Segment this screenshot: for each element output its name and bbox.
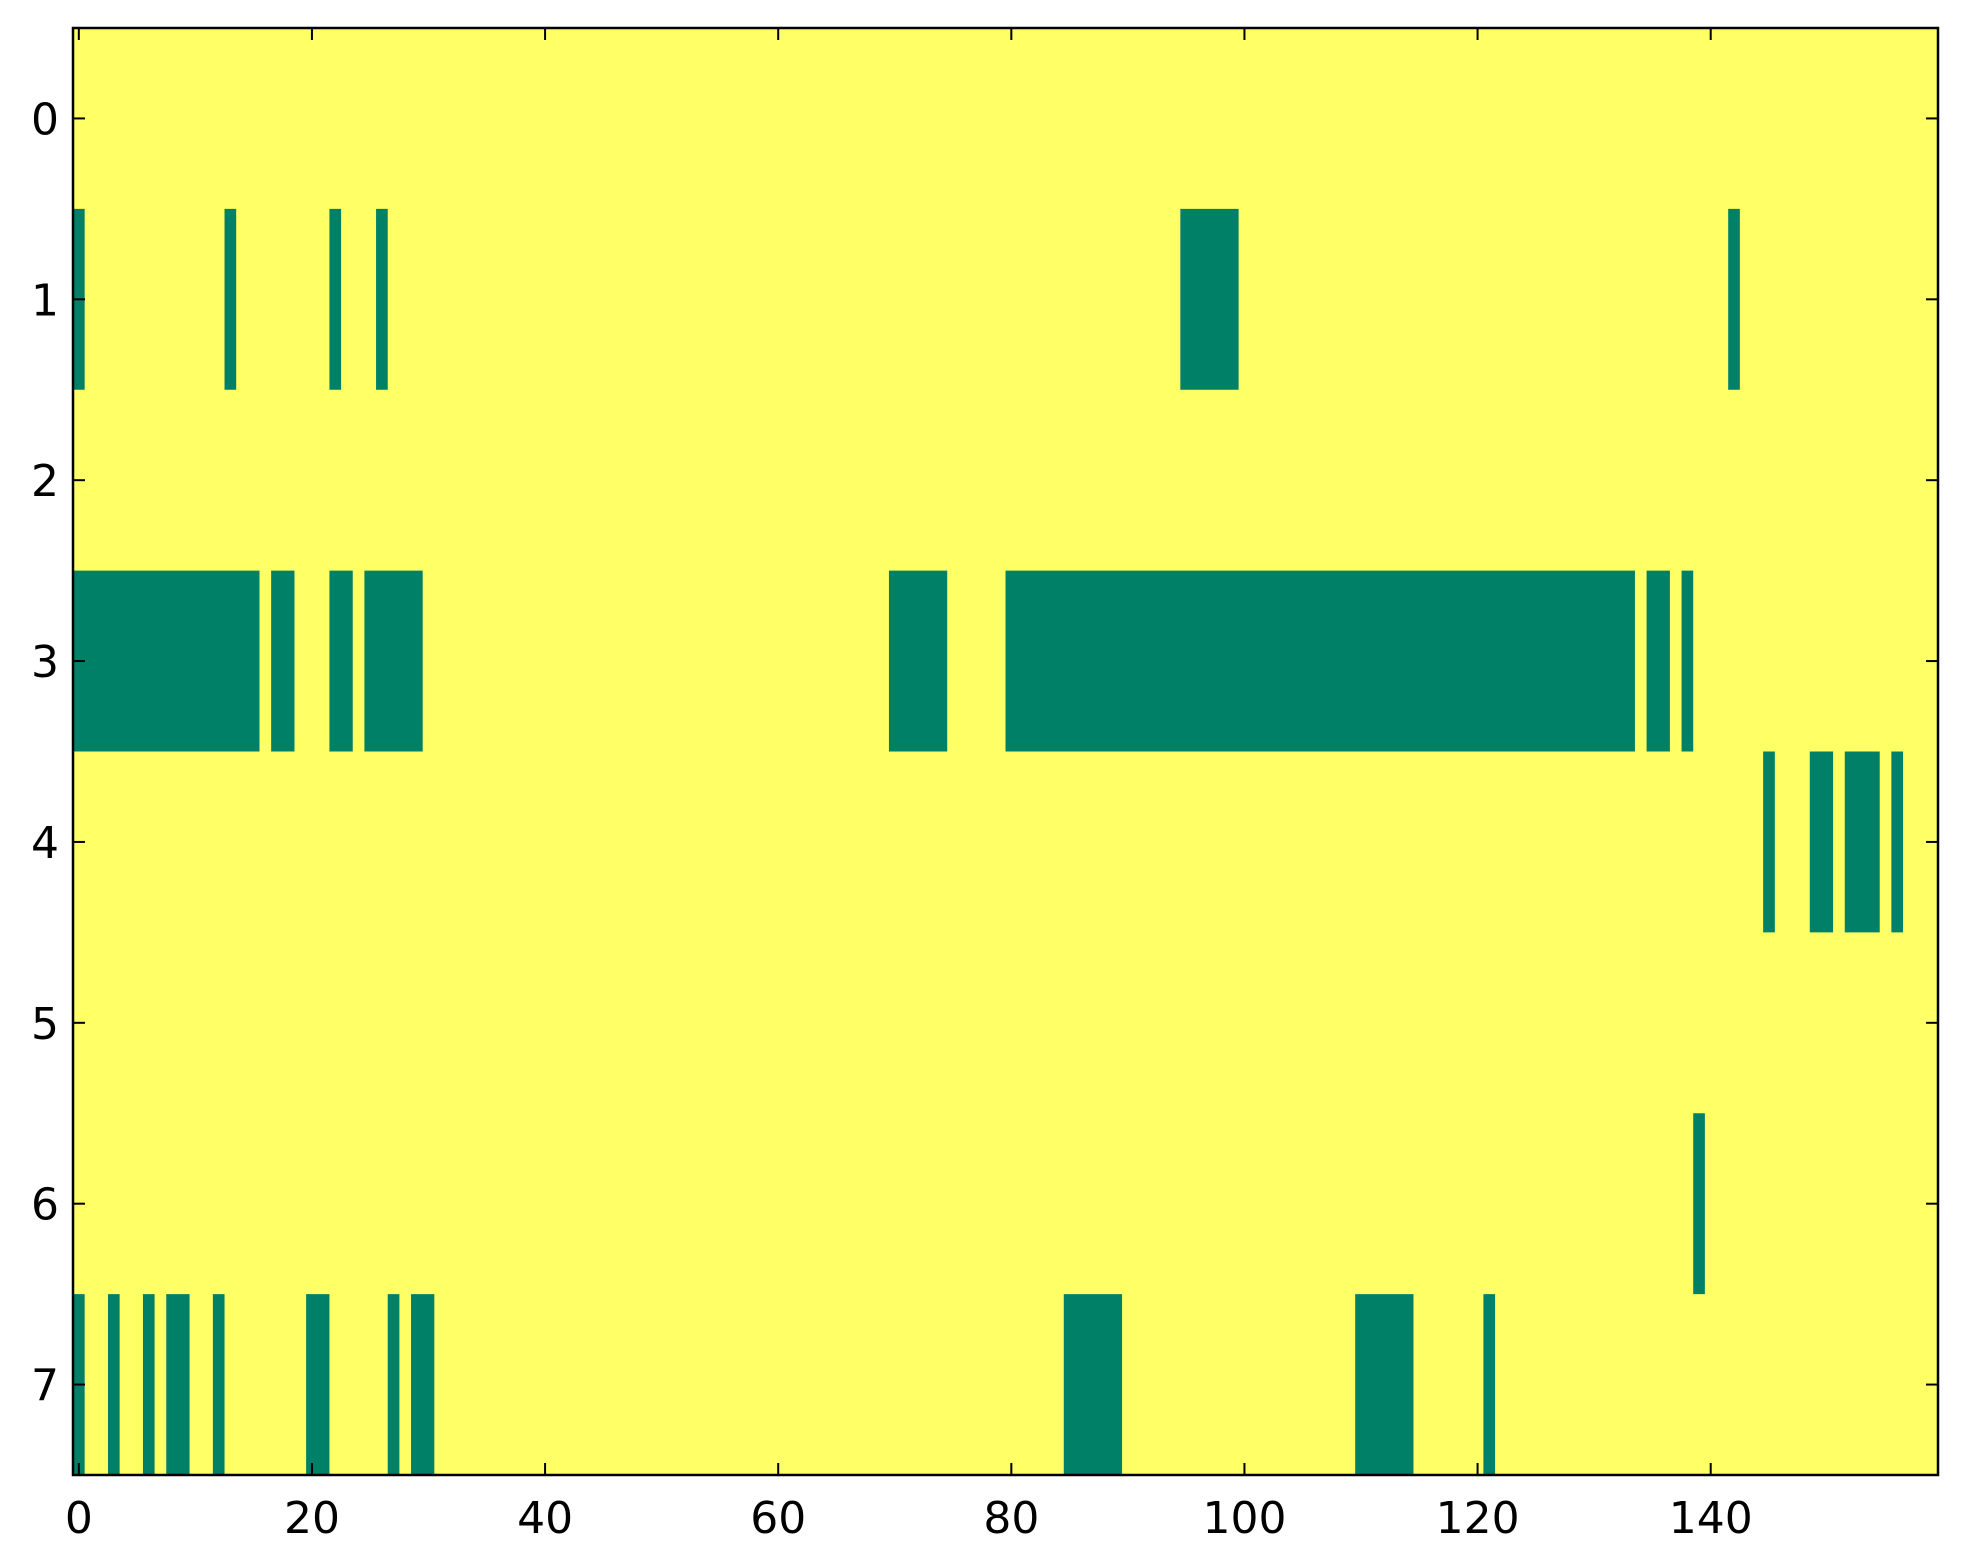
heatmap-cell-run [1005, 570, 1635, 752]
x-tick-label: 60 [750, 1493, 806, 1544]
heatmap-cell-run [1063, 1294, 1123, 1476]
heatmap-cell-run [212, 1294, 225, 1476]
heatmap-cell-run [271, 570, 295, 752]
heatmap-cell-run [411, 1294, 435, 1476]
heatmap-cell-run [364, 570, 423, 752]
x-tick-label: 140 [1669, 1493, 1753, 1544]
y-tick-label: 0 [31, 94, 59, 145]
y-tick-label: 6 [31, 1180, 59, 1231]
y-tick-label: 2 [31, 456, 59, 507]
heatmap-cell-run [1763, 751, 1775, 933]
y-axis-tick-labels: 0 1 2 3 4 5 6 7 [31, 94, 59, 1411]
x-tick-label: 40 [517, 1493, 573, 1544]
heatmap-cell-run [1728, 208, 1740, 390]
heatmap-cell-run [888, 570, 948, 752]
heatmap-cell-run [1844, 751, 1880, 933]
x-tick-label: 120 [1436, 1493, 1520, 1544]
heatmap-cell-run [329, 570, 353, 752]
heatmap-cell-run [329, 208, 342, 390]
heatmap-cell-run [142, 1294, 155, 1476]
heatmap-cell-run [1483, 1294, 1496, 1476]
y-tick-label: 5 [31, 999, 59, 1050]
y-tick-label: 3 [31, 637, 59, 688]
heatmap-cell-run [376, 208, 388, 390]
heatmap-cell-run [1646, 570, 1670, 752]
heatmap-cell-run [1693, 1113, 1705, 1295]
heatmap-cell-run [166, 1294, 190, 1476]
x-axis-tick-labels: 0 20 40 60 80 100 120 140 [65, 1493, 1753, 1544]
heatmap-cell-run [1180, 208, 1239, 390]
heatmap-cell-run [1891, 751, 1904, 933]
y-tick-label: 1 [31, 275, 59, 326]
x-tick-label: 20 [284, 1493, 340, 1544]
heatmap-cell-run [1355, 1294, 1414, 1476]
heatmap-cell-run [73, 570, 260, 752]
y-tick-label: 4 [31, 818, 59, 869]
heatmap-cell-run [224, 208, 237, 390]
plot-frame [71, 26, 1940, 1477]
x-tick-label: 0 [65, 1493, 93, 1544]
heatmap-cells [73, 208, 1904, 1476]
axis-ticks [73, 28, 1938, 1475]
heatmap-cell-run [1681, 570, 1694, 752]
x-tick-label: 80 [983, 1493, 1039, 1544]
heatmap-cell-run [387, 1294, 400, 1476]
heatmap-cell-run [1809, 751, 1834, 933]
heatmap-cell-run [107, 1294, 120, 1476]
y-tick-label: 7 [31, 1361, 59, 1412]
x-tick-label: 100 [1202, 1493, 1286, 1544]
heatmap-cell-run [306, 1294, 330, 1476]
